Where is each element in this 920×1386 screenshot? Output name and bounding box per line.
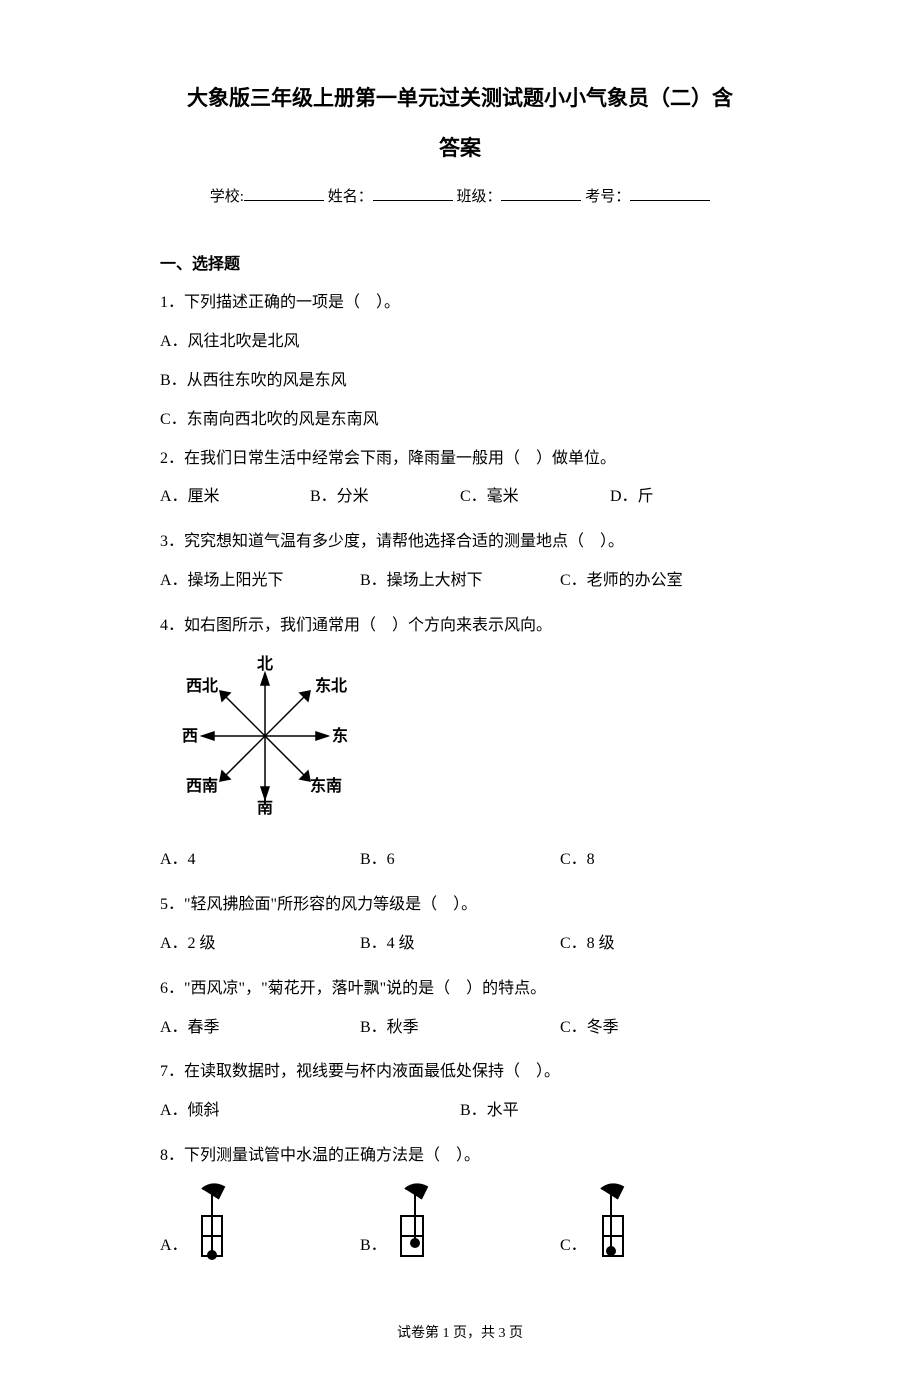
question-2: 2．在我们日常生活中经常会下雨，降雨量一般用（ ）做单位。 [160, 445, 760, 474]
q3-option-b: B．操场上大树下 [360, 567, 560, 596]
page-title: 大象版三年级上册第一单元过关测试题小小气象员（二）含 [160, 80, 760, 118]
q2-option-c: C．毫米 [460, 483, 610, 512]
q8-option-a: A． [160, 1181, 360, 1261]
thermometer-icon-a [192, 1181, 240, 1261]
q3-options: A．操场上阳光下 B．操场上大树下 C．老师的办公室 [160, 567, 760, 602]
question-5: 5．"轻风拂脸面"所形容的风力等级是（ ）。 [160, 891, 760, 920]
school-label: 学校: [210, 189, 244, 205]
school-blank [244, 183, 324, 201]
q6-options: A．春季 B．秋季 C．冬季 [160, 1014, 760, 1049]
name-blank [373, 183, 453, 201]
q4-option-a: A．4 [160, 846, 360, 875]
q1-option-a: A．风往北吹是北风 [160, 328, 760, 357]
compass-s: 南 [257, 798, 273, 817]
q8-option-b: B． [360, 1181, 560, 1261]
question-7: 7．在读取数据时，视线要与杯内液面最低处保持（ ）。 [160, 1058, 760, 1087]
section-header: 一、选择题 [160, 251, 760, 280]
thermometer-icon-b [391, 1181, 439, 1261]
q6-option-b: B．秋季 [360, 1014, 560, 1043]
compass-e: 东 [332, 726, 348, 745]
q7-option-a: A．倾斜 [160, 1097, 460, 1126]
student-info-line: 学校: 姓名： 班级： 考号： [160, 183, 760, 211]
exam-no-label: 考号： [585, 189, 630, 205]
question-6: 6．"西风凉"，"菊花开，落叶飘"说的是（ ）的特点。 [160, 975, 760, 1004]
q2-option-d: D．斤 [610, 483, 760, 512]
q1-option-c: C．东南向西北吹的风是东南风 [160, 406, 760, 435]
q2-option-a: A．厘米 [160, 483, 310, 512]
q4-option-b: B．6 [360, 846, 560, 875]
q8-options: A． B． C． [160, 1181, 760, 1261]
page-subtitle: 答案 [160, 130, 760, 168]
exam-no-blank [630, 183, 710, 201]
q2-option-b: B．分米 [310, 483, 460, 512]
question-3: 3．究究想知道气温有多少度，请帮他选择合适的测量地点（ ）。 [160, 528, 760, 557]
compass-nw: 西北 [186, 677, 218, 695]
class-blank [501, 183, 581, 201]
question-4: 4．如右图所示，我们通常用（ ）个方向来表示风向。 [160, 612, 760, 641]
q5-option-b: B．4 级 [360, 930, 560, 959]
q7-options: A．倾斜 B．水平 [160, 1097, 760, 1132]
compass-diagram: 北 东北 东 东南 南 西南 西 西北 [180, 651, 760, 832]
q2-options: A．厘米 B．分米 C．毫米 D．斤 [160, 483, 760, 518]
question-8: 8．下列测量试管中水温的正确方法是（ ）。 [160, 1142, 760, 1171]
q7-option-b: B．水平 [460, 1097, 760, 1126]
page-footer: 试卷第 1 页，共 3 页 [160, 1321, 760, 1346]
compass-sw: 西南 [186, 776, 218, 795]
q6-option-a: A．春季 [160, 1014, 360, 1043]
compass-n: 北 [257, 655, 273, 673]
thermometer-icon-c [591, 1181, 639, 1261]
compass-svg: 北 东北 东 东南 南 西南 西 西北 [180, 651, 350, 821]
q3-option-c: C．老师的办公室 [560, 567, 760, 596]
q5-option-c: C．8 级 [560, 930, 760, 959]
q5-options: A．2 级 B．4 级 C．8 级 [160, 930, 760, 965]
q5-option-a: A．2 级 [160, 930, 360, 959]
q4-options: A．4 B．6 C．8 [160, 846, 760, 881]
q8-option-c: C． [560, 1181, 760, 1261]
name-label: 姓名： [328, 189, 373, 205]
question-1: 1．下列描述正确的一项是（ ）。 [160, 289, 760, 318]
compass-se: 东南 [310, 776, 342, 795]
compass-w: 西 [182, 727, 198, 745]
q3-option-a: A．操场上阳光下 [160, 567, 360, 596]
compass-ne: 东北 [315, 676, 347, 695]
q1-option-b: B．从西往东吹的风是东风 [160, 367, 760, 396]
q6-option-c: C．冬季 [560, 1014, 760, 1043]
class-label: 班级： [456, 189, 501, 205]
q4-option-c: C．8 [560, 846, 760, 875]
